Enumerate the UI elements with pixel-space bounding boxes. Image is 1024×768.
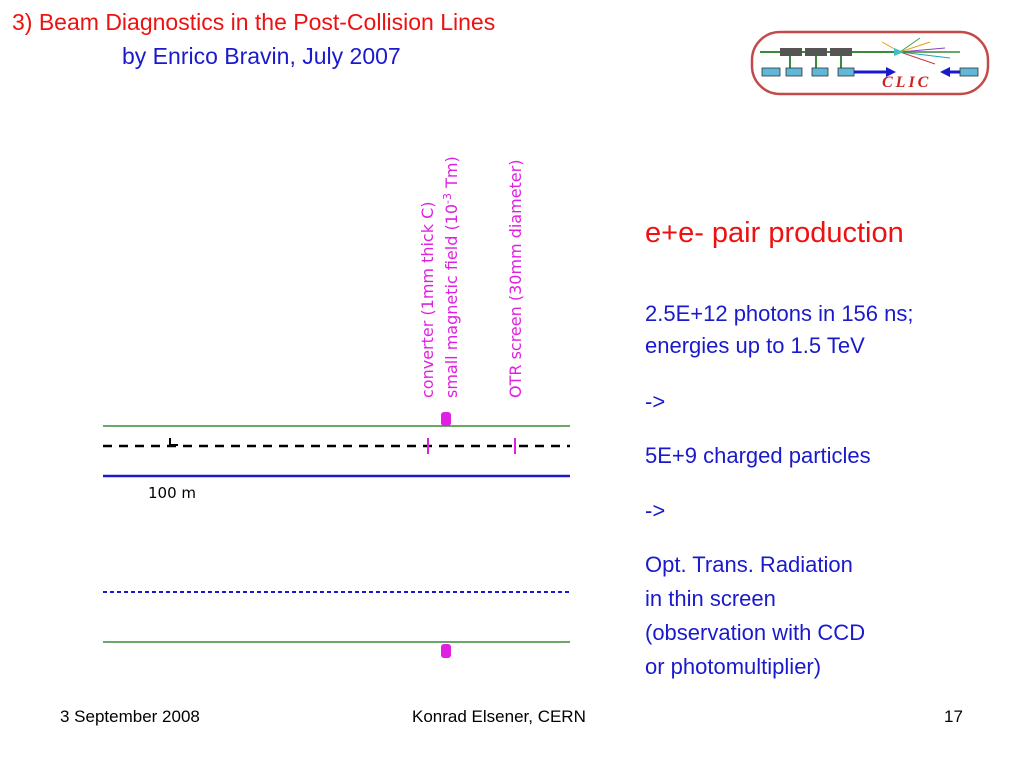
- otr-label: OTR screen (30mm diameter): [506, 160, 525, 398]
- clic-logo-text: CLIC: [882, 74, 931, 91]
- dashed-line-tick: [169, 438, 178, 446]
- converter-label-line1: converter (1mm thick C): [418, 202, 437, 399]
- otr-line2: in thin screen: [645, 586, 776, 611]
- photons-line1: 2.5E+12 photons in 156 ns;: [645, 301, 914, 326]
- otr-line4: or photomultiplier): [645, 654, 822, 679]
- photons-paragraph: 2.5E+12 photons in 156 ns; energies up t…: [645, 298, 914, 362]
- converter-label-line2: small magnetic field (10: [442, 204, 461, 398]
- photons-line2: energies up to 1.5 TeV: [645, 333, 865, 358]
- converter-label: converter (1mm thick C) small magnetic f…: [418, 156, 461, 398]
- svg-text:small magnetic field (10-3 Tm): small magnetic field (10-3 Tm): [441, 156, 461, 398]
- page-number: 17: [944, 707, 963, 726]
- clic-logo: CLIC: [750, 30, 990, 96]
- arrow-1: ->: [645, 389, 666, 414]
- converter-label-exponent: -3: [441, 193, 454, 204]
- converter-marker-top: [441, 412, 451, 426]
- converter-marker-bottom: [441, 644, 451, 658]
- otr-line3: (observation with CCD: [645, 620, 866, 645]
- footer-date: 3 September 2008: [60, 707, 200, 726]
- slide-title: 3) Beam Diagnostics in the Post-Collisio…: [12, 9, 496, 35]
- charged-particles: 5E+9 charged particles: [645, 443, 871, 468]
- footer-author: Konrad Elsener, CERN: [412, 707, 586, 726]
- scale-label: 100 m: [148, 484, 196, 502]
- converter-label-units: Tm): [442, 156, 461, 193]
- otr-line1: Opt. Trans. Radiation: [645, 552, 853, 577]
- pair-production-heading: e+e- pair production: [645, 217, 904, 249]
- otr-paragraph: Opt. Trans. Radiation in thin screen (ob…: [645, 548, 865, 684]
- slide-subtitle: by Enrico Bravin, July 2007: [122, 43, 401, 69]
- arrow-2: ->: [645, 498, 666, 523]
- beamline-diagram: converter (1mm thick C) small magnetic f…: [103, 156, 570, 658]
- svg-text:converter (1mm thick C): converter (1mm thick C): [418, 202, 437, 399]
